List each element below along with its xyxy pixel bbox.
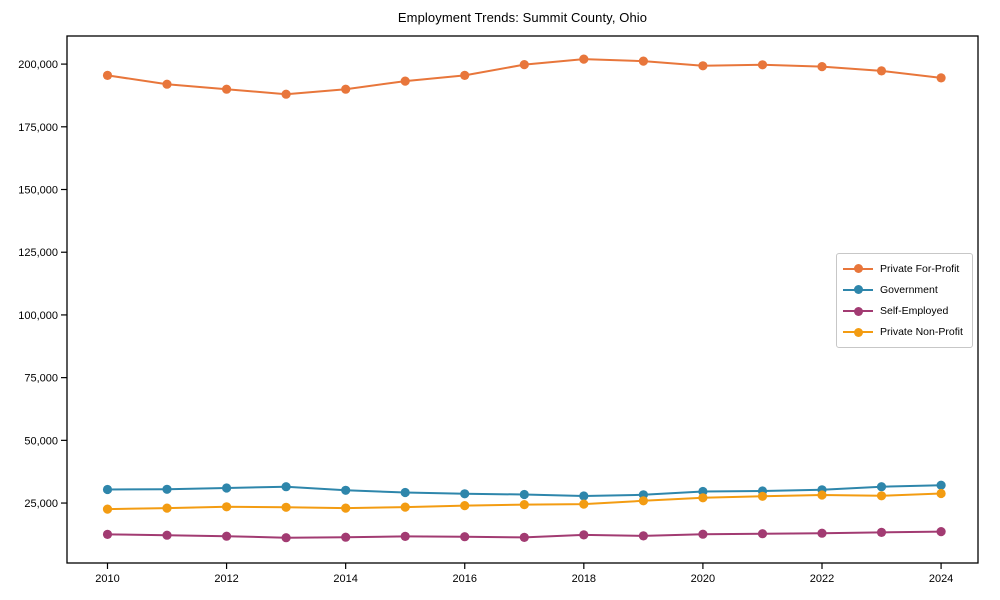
data-point-self-employed-2018 [579,530,589,540]
data-point-private-for-profit-2013 [281,89,291,99]
legend-label: Private Non-Profit [880,326,963,339]
data-point-self-employed-2021 [757,529,768,539]
data-point-private-non-profit-2020 [698,493,708,503]
data-point-private-for-profit-2022 [817,62,827,72]
data-point-government-2020 [698,486,708,497]
x-axis-tick-label: 2012 [214,573,238,585]
data-point-government-2024 [936,480,946,490]
data-point-self-employed-2022 [817,528,827,538]
y-axis-tick-label: 25,000 [24,498,58,510]
data-point-private-non-profit-2015 [400,502,410,512]
x-axis-tick-label: 2022 [810,573,834,585]
data-point-private-non-profit-2019 [638,496,649,506]
data-point-private-for-profit-2019 [638,56,649,66]
y-axis-tick-label: 150,000 [18,185,58,197]
y-axis-tick-label: 125,000 [18,247,58,259]
data-point-government-2015 [400,487,410,498]
legend-marker-icon [843,327,873,337]
x-axis-tick-label: 2014 [333,573,357,585]
data-point-self-employed-2024 [936,527,946,537]
legend-item-private-for-profit: Private For-Profit [843,259,966,279]
legend: Private For-Profit Government Self-Emplo… [836,253,973,348]
data-point-self-employed-2020 [698,529,708,539]
data-point-private-for-profit-2012 [222,84,232,94]
data-point-private-non-profit-2017 [519,500,529,510]
y-axis-tick-label: 200,000 [18,59,58,71]
x-axis-tick-label: 2010 [95,573,119,585]
data-point-private-for-profit-2017 [519,60,529,70]
legend-item-government: Government [843,280,966,300]
data-point-private-for-profit-2020 [698,61,708,71]
data-point-self-employed-2011 [162,530,172,540]
data-point-private-non-profit-2013 [281,502,291,512]
data-point-government-2014 [341,485,351,495]
legend-marker-icon [843,264,873,274]
legend-label: Government [880,283,938,296]
legend-label: Self-Employed [880,305,949,318]
data-point-private-for-profit-2014 [341,84,351,94]
y-axis-tick-label: 175,000 [18,122,58,134]
x-axis-tick-label: 2024 [929,573,953,585]
legend-item-self-employed: Self-Employed [843,301,966,321]
data-point-private-non-profit-2018 [579,499,589,509]
data-point-self-employed-2013 [281,533,291,543]
data-point-private-for-profit-2023 [876,66,887,76]
data-point-private-for-profit-2011 [162,79,172,89]
x-axis-tick-label: 2018 [572,573,596,585]
legend-marker-icon [843,306,873,316]
data-point-government-2013 [281,482,291,492]
data-point-private-for-profit-2015 [400,76,410,86]
x-axis-tick-label: 2020 [691,573,715,585]
data-point-private-for-profit-2016 [460,70,470,80]
legend-marker-icon [843,285,873,295]
data-point-government-2018 [579,491,589,501]
data-point-private-for-profit-2010 [102,70,113,80]
data-point-private-non-profit-2021 [757,491,768,501]
data-point-private-non-profit-2010 [102,504,113,514]
data-point-private-non-profit-2023 [876,491,887,501]
data-point-private-non-profit-2014 [341,503,351,513]
data-point-self-employed-2012 [222,531,232,541]
x-axis-tick-label: 2016 [453,573,477,585]
data-point-private-for-profit-2021 [757,60,768,70]
data-point-private-non-profit-2012 [222,502,232,512]
data-point-self-employed-2015 [400,531,410,542]
data-point-government-2017 [519,489,529,500]
legend-item-private-non-profit: Private Non-Profit [843,322,966,342]
data-point-self-employed-2014 [341,532,351,542]
data-point-government-2023 [876,482,887,492]
y-axis-tick-label: 50,000 [24,435,58,447]
data-point-government-2011 [162,484,172,494]
data-point-government-2016 [460,489,470,499]
data-point-self-employed-2010 [102,529,113,540]
data-point-private-for-profit-2018 [579,54,589,64]
y-axis-tick-label: 100,000 [18,310,58,322]
data-point-private-non-profit-2011 [162,503,172,513]
data-point-government-2012 [222,483,232,493]
data-point-self-employed-2023 [876,527,887,538]
data-point-self-employed-2016 [460,532,470,542]
data-point-private-non-profit-2016 [460,501,470,511]
plot-border [66,35,979,564]
y-axis-tick-label: 75,000 [24,373,58,385]
data-point-private-for-profit-2024 [936,73,946,83]
data-point-self-employed-2019 [638,531,649,541]
data-point-private-non-profit-2024 [936,488,946,499]
legend-label: Private For-Profit [880,262,960,275]
chart-title: Employment Trends: Summit County, Ohio [397,10,648,25]
data-point-private-non-profit-2022 [817,490,827,500]
data-point-government-2010 [102,484,113,495]
data-point-self-employed-2017 [519,532,529,543]
